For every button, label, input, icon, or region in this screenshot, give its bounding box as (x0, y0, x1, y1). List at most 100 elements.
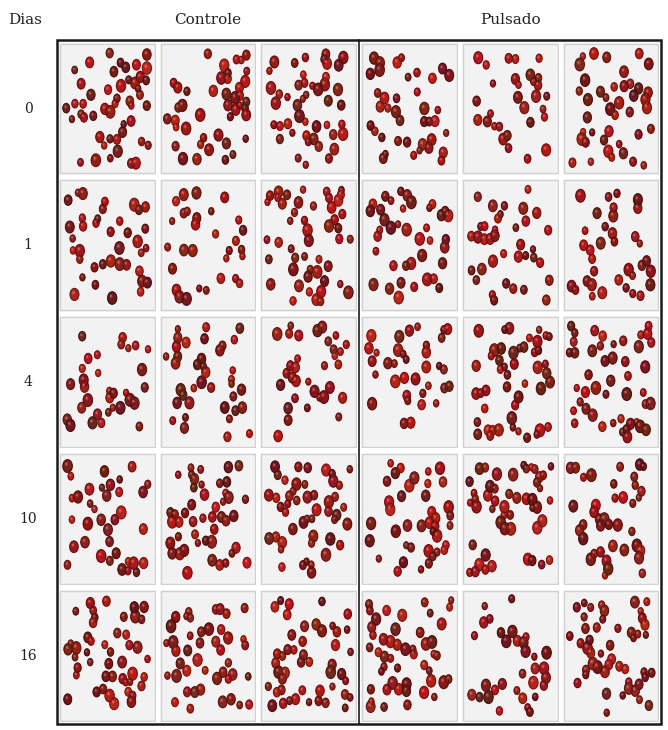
Circle shape (198, 627, 205, 637)
Circle shape (579, 400, 580, 402)
Circle shape (399, 189, 401, 191)
Circle shape (428, 120, 430, 121)
Circle shape (278, 596, 283, 604)
Circle shape (168, 264, 176, 274)
Circle shape (346, 628, 347, 629)
Circle shape (522, 640, 523, 641)
Circle shape (136, 85, 141, 92)
Circle shape (180, 209, 187, 218)
Circle shape (95, 351, 100, 358)
Circle shape (526, 556, 528, 559)
Circle shape (330, 204, 331, 207)
Circle shape (631, 291, 633, 293)
Circle shape (424, 224, 430, 231)
Circle shape (435, 402, 436, 403)
Circle shape (123, 678, 128, 685)
Circle shape (147, 347, 148, 349)
Circle shape (108, 395, 110, 397)
Circle shape (344, 609, 351, 619)
Circle shape (182, 247, 183, 249)
Circle shape (310, 569, 311, 572)
Circle shape (380, 92, 389, 104)
Circle shape (395, 137, 401, 145)
Circle shape (84, 632, 92, 642)
Circle shape (643, 96, 645, 99)
Circle shape (643, 256, 651, 266)
Circle shape (367, 602, 369, 604)
Circle shape (538, 428, 539, 429)
Circle shape (532, 80, 534, 81)
Circle shape (132, 341, 139, 350)
Circle shape (178, 550, 180, 553)
Circle shape (144, 226, 145, 228)
Circle shape (623, 431, 632, 442)
Circle shape (409, 199, 411, 201)
Circle shape (576, 681, 578, 683)
Circle shape (486, 694, 488, 696)
Circle shape (319, 289, 321, 291)
Circle shape (522, 639, 524, 642)
Circle shape (647, 324, 649, 326)
Circle shape (305, 234, 313, 247)
Circle shape (327, 339, 328, 341)
Circle shape (508, 492, 509, 493)
Circle shape (87, 356, 88, 358)
Circle shape (214, 129, 223, 141)
Circle shape (297, 464, 299, 466)
Circle shape (418, 139, 427, 150)
Circle shape (599, 89, 601, 91)
Circle shape (582, 623, 589, 634)
Circle shape (273, 328, 282, 340)
Circle shape (119, 510, 122, 512)
Circle shape (635, 48, 643, 58)
Circle shape (538, 427, 540, 430)
Circle shape (134, 161, 135, 162)
Circle shape (295, 80, 302, 90)
Circle shape (444, 501, 453, 513)
Circle shape (327, 156, 329, 158)
Circle shape (547, 497, 552, 504)
Circle shape (470, 268, 472, 270)
Circle shape (490, 426, 496, 435)
Circle shape (210, 558, 212, 559)
Circle shape (416, 90, 418, 92)
Circle shape (171, 551, 172, 552)
Circle shape (193, 212, 200, 223)
Circle shape (238, 56, 244, 64)
Circle shape (330, 130, 337, 139)
Circle shape (607, 662, 608, 664)
Circle shape (476, 234, 477, 236)
Circle shape (568, 321, 574, 331)
Circle shape (609, 106, 611, 109)
Circle shape (430, 510, 432, 512)
Circle shape (86, 635, 88, 637)
Circle shape (578, 528, 580, 530)
Circle shape (492, 123, 497, 130)
Circle shape (114, 134, 120, 145)
Circle shape (638, 682, 639, 683)
Circle shape (596, 664, 597, 666)
Circle shape (243, 50, 250, 60)
FancyBboxPatch shape (59, 454, 154, 584)
Circle shape (71, 118, 72, 119)
Circle shape (133, 80, 135, 82)
Circle shape (611, 480, 617, 488)
Circle shape (446, 327, 447, 328)
Circle shape (115, 242, 124, 254)
Circle shape (79, 188, 87, 199)
Circle shape (591, 382, 601, 394)
Circle shape (484, 683, 486, 685)
Circle shape (617, 100, 619, 101)
Circle shape (622, 388, 631, 400)
Circle shape (192, 530, 198, 539)
Circle shape (593, 269, 594, 271)
Circle shape (405, 358, 406, 359)
FancyBboxPatch shape (261, 318, 356, 447)
Circle shape (591, 266, 597, 276)
Circle shape (234, 107, 235, 108)
Circle shape (333, 627, 341, 637)
Circle shape (223, 559, 228, 567)
Circle shape (327, 264, 328, 266)
Circle shape (576, 87, 582, 95)
Circle shape (329, 475, 338, 487)
